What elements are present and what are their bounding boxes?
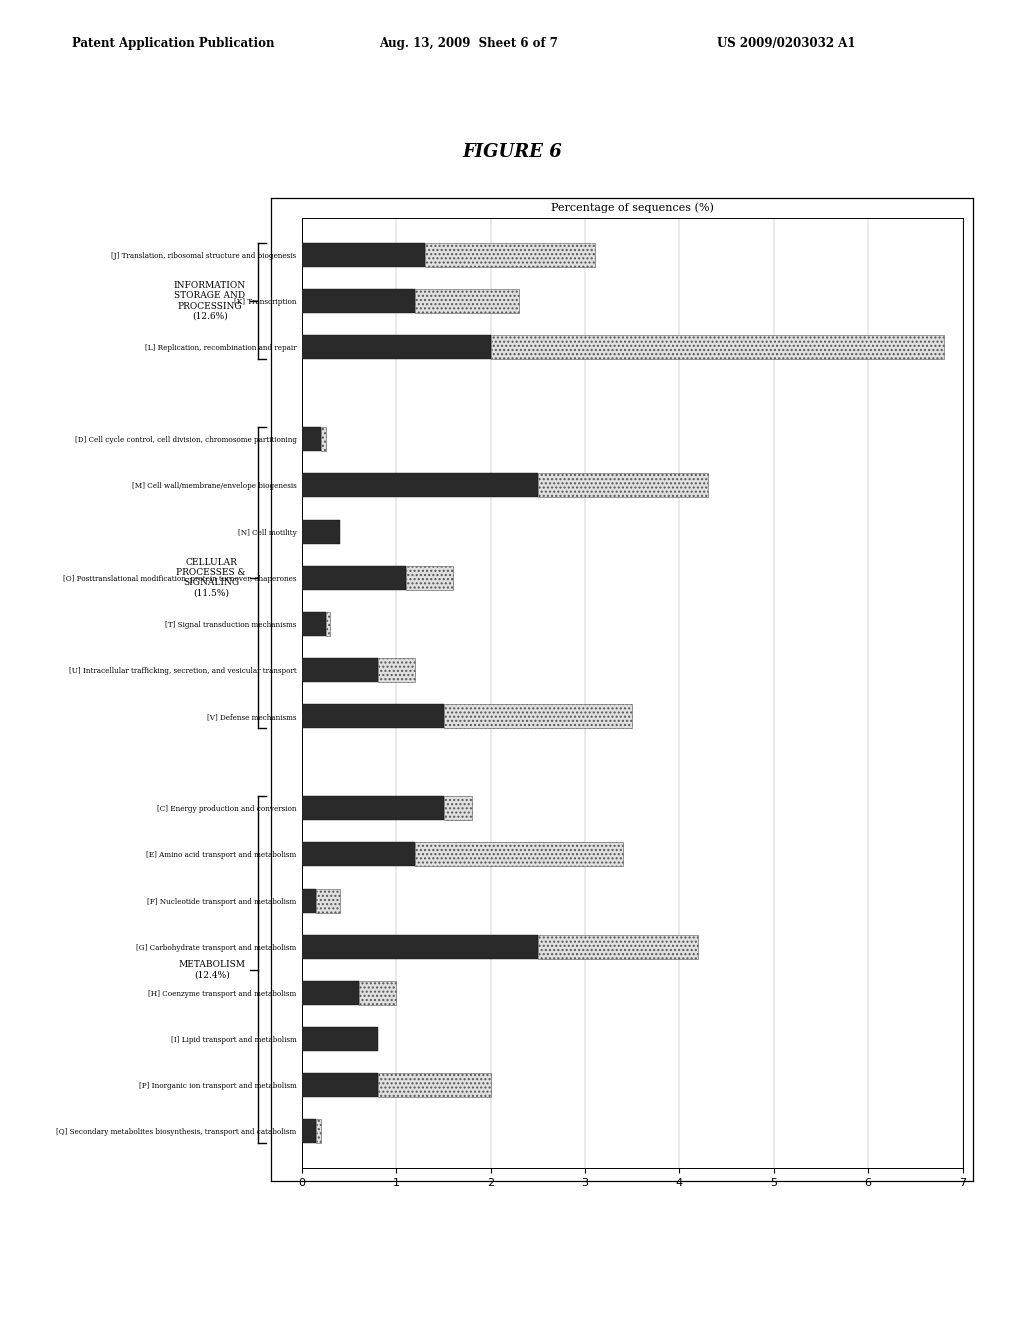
Bar: [302, 796, 443, 820]
Bar: [321, 428, 326, 451]
Bar: [302, 520, 340, 544]
Bar: [358, 981, 396, 1005]
Bar: [302, 935, 538, 958]
Bar: [302, 704, 443, 729]
Text: METABOLISM
(12.4%): METABOLISM (12.4%): [179, 960, 246, 979]
Text: INFORMATION
STORAGE AND
PROCESSING
(12.6%): INFORMATION STORAGE AND PROCESSING (12.6…: [174, 281, 246, 321]
Bar: [316, 1119, 321, 1143]
Bar: [416, 842, 623, 866]
Bar: [378, 657, 416, 682]
Bar: [425, 243, 595, 267]
Bar: [538, 935, 698, 958]
Bar: [302, 474, 538, 498]
Bar: [538, 474, 708, 498]
Bar: [302, 611, 326, 636]
Title: Percentage of sequences (%): Percentage of sequences (%): [551, 202, 714, 213]
Text: Aug. 13, 2009  Sheet 6 of 7: Aug. 13, 2009 Sheet 6 of 7: [379, 37, 558, 50]
Bar: [302, 289, 416, 313]
Text: Patent Application Publication: Patent Application Publication: [72, 37, 274, 50]
Bar: [378, 1073, 490, 1097]
Bar: [316, 888, 340, 912]
Bar: [302, 566, 406, 590]
Bar: [326, 611, 331, 636]
Bar: [302, 657, 378, 682]
Text: US 2009/0203032 A1: US 2009/0203032 A1: [717, 37, 855, 50]
Bar: [302, 1119, 316, 1143]
Bar: [302, 428, 321, 451]
Bar: [302, 335, 490, 359]
Bar: [302, 1027, 378, 1051]
Bar: [406, 566, 453, 590]
Bar: [443, 796, 472, 820]
Bar: [302, 842, 416, 866]
Bar: [416, 289, 519, 313]
Text: CELLULAR
PROCESSES &
SIGNALING
(11.5%): CELLULAR PROCESSES & SIGNALING (11.5%): [176, 557, 246, 598]
Bar: [302, 888, 316, 912]
Bar: [490, 335, 944, 359]
Bar: [302, 1073, 378, 1097]
Bar: [443, 704, 632, 729]
Bar: [302, 243, 425, 267]
Text: FIGURE 6: FIGURE 6: [462, 143, 562, 161]
Bar: [302, 981, 358, 1005]
